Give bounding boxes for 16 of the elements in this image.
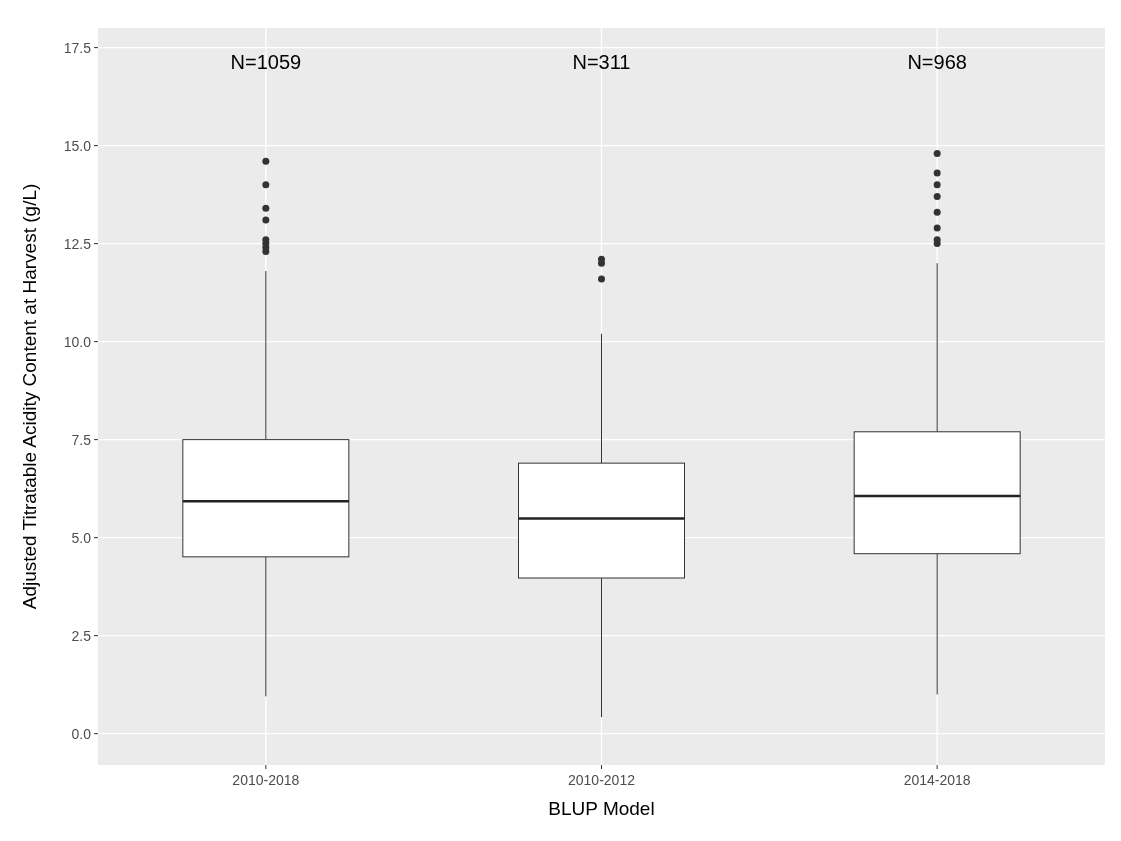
y-tick-label: 17.5 (63, 39, 92, 56)
annotation: N=968 (907, 51, 967, 73)
x-axis-title: BLUP Model (548, 798, 655, 819)
y-tick-label: 7.5 (71, 431, 92, 448)
y-tick-label: 0.0 (71, 725, 92, 742)
x-tick-label: 2010-2012 (568, 772, 636, 788)
y-tick-label: 10.0 (63, 333, 92, 350)
y-tick-label: 5.0 (71, 529, 92, 546)
annotation: N=311 (572, 51, 631, 73)
y-axis-title: Adjusted Titratable Acidity Content at Harvest (g/L) (19, 183, 40, 610)
y-tick-label: 12.5 (63, 235, 92, 252)
annotation: N=1059 (230, 51, 302, 73)
y-tick-label: 15.0 (63, 137, 92, 154)
x-tick-label: 2014-2018 (903, 772, 971, 788)
x-tick-label: 2010-2018 (232, 772, 300, 788)
y-tick-label: 2.5 (71, 627, 92, 644)
